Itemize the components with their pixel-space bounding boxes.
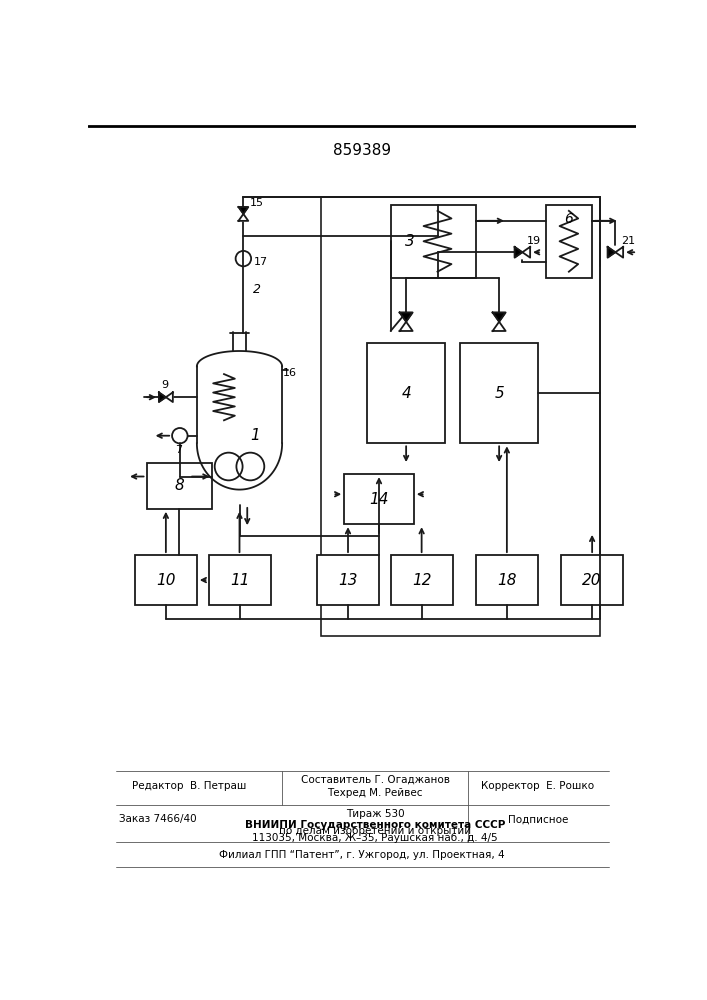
Text: 113035, Москва, Ж–35, Раушская наб., д. 4/5: 113035, Москва, Ж–35, Раушская наб., д. … <box>252 833 498 843</box>
Bar <box>546 205 592 278</box>
Text: 21: 21 <box>621 236 635 246</box>
Text: ВНИИПИ Государственного комитета СССР: ВНИИПИ Государственного комитета СССР <box>245 820 506 830</box>
Polygon shape <box>522 247 530 258</box>
Text: 7: 7 <box>175 445 182 455</box>
Text: Корректор  Е. Рошко: Корректор Е. Рошко <box>481 781 595 791</box>
Text: Заказ 7466/40: Заказ 7466/40 <box>119 814 197 824</box>
Text: Редактор  В. Петраш: Редактор В. Петраш <box>132 781 246 791</box>
Text: 1: 1 <box>250 428 260 443</box>
Text: 18: 18 <box>497 573 517 588</box>
Bar <box>344 474 414 524</box>
Polygon shape <box>166 392 173 402</box>
Bar <box>146 463 212 509</box>
Bar <box>321 197 600 636</box>
Polygon shape <box>399 312 413 322</box>
Text: 14: 14 <box>369 492 389 507</box>
Text: 3: 3 <box>405 234 415 249</box>
Text: 4: 4 <box>402 386 411 401</box>
Text: 20: 20 <box>583 573 602 588</box>
Text: 19: 19 <box>527 236 541 246</box>
Text: 12: 12 <box>412 573 431 588</box>
Text: 6: 6 <box>564 212 573 226</box>
Polygon shape <box>607 247 615 258</box>
Text: 2: 2 <box>253 283 262 296</box>
Bar <box>317 555 379 605</box>
Text: по делам изобретений и открытий: по делам изобретений и открытий <box>279 826 471 836</box>
Bar <box>391 205 476 278</box>
Text: 5: 5 <box>494 386 504 401</box>
Text: 17: 17 <box>253 257 267 267</box>
Bar <box>209 555 271 605</box>
Polygon shape <box>399 322 413 331</box>
Bar <box>368 343 445 443</box>
Text: 859389: 859389 <box>333 143 391 158</box>
Bar <box>135 555 197 605</box>
Bar <box>460 343 538 443</box>
Polygon shape <box>615 247 623 258</box>
Bar <box>391 555 452 605</box>
Text: Составитель Г. Огаджанов: Составитель Г. Огаджанов <box>300 775 450 785</box>
Polygon shape <box>515 247 522 258</box>
Polygon shape <box>493 322 506 331</box>
Polygon shape <box>238 207 248 214</box>
Polygon shape <box>238 214 248 221</box>
Polygon shape <box>159 392 166 402</box>
Text: 11: 11 <box>230 573 250 588</box>
Bar <box>561 555 623 605</box>
Polygon shape <box>493 312 506 322</box>
Text: Подписное: Подписное <box>508 814 568 824</box>
Text: Техред М. Рейвес: Техред М. Рейвес <box>327 788 423 798</box>
Text: Тираж 530: Тираж 530 <box>346 809 404 819</box>
Bar <box>476 555 538 605</box>
Text: 16: 16 <box>283 368 297 378</box>
Text: Филиал ГПП “Патент”, г. Ужгород, ул. Проектная, 4: Филиал ГПП “Патент”, г. Ужгород, ул. Про… <box>219 850 505 860</box>
Text: 9: 9 <box>160 380 168 390</box>
Text: 15: 15 <box>250 198 264 208</box>
Text: 13: 13 <box>338 573 358 588</box>
Text: 8: 8 <box>175 478 185 493</box>
Text: 10: 10 <box>156 573 175 588</box>
